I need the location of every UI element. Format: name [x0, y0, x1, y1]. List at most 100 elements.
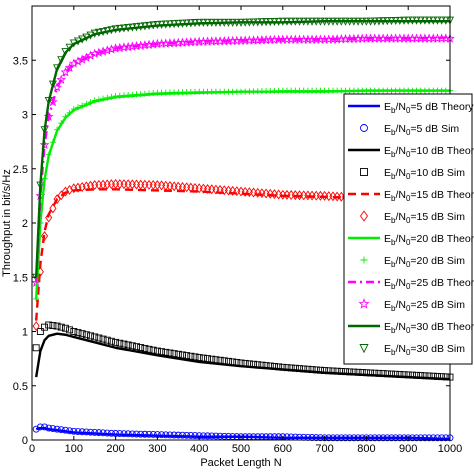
legend-label: Eb/N0=10 dB Theory [384, 145, 474, 159]
data-point [133, 343, 140, 351]
tick-layer: 0 100 200 300 400 500 600 700 800 900 1000 0 0.5 1 1.5… [13, 6, 462, 455]
x-tick-label: 600 [274, 443, 292, 455]
data-point [36, 328, 44, 335]
x-tick-label: 0 [29, 443, 35, 455]
data-point [53, 194, 61, 205]
legend-label: Eb/N0=10 dB Sim [384, 167, 465, 181]
series-line [34, 19, 450, 278]
legend-label: Eb/N0=25 dB Sim [384, 299, 465, 313]
data-point [179, 351, 186, 359]
data-point [91, 333, 99, 341]
x-tick-label: 1000 [438, 443, 462, 455]
legend-marker-swatch [359, 210, 369, 222]
legend-item: Eb/N0=20 dB Sim [360, 255, 465, 269]
x-tick-label: 400 [190, 443, 208, 455]
series-line [34, 36, 451, 283]
data-point [61, 186, 69, 197]
series-line [34, 332, 451, 381]
data-point [195, 354, 203, 361]
data-point [149, 346, 157, 354]
legend-item: Eb/N0=25 dB Theory [348, 277, 474, 291]
data-point [116, 339, 124, 347]
series-6 [34, 89, 450, 300]
y-tick-label: 2 [22, 218, 28, 230]
data-point [128, 342, 136, 350]
series-2 [34, 332, 451, 381]
data-point [41, 323, 48, 331]
data-point [112, 338, 120, 346]
data-point [74, 329, 82, 337]
data-point [170, 350, 178, 358]
x-tick-label: 900 [399, 443, 417, 455]
legend-label: Eb/N0=20 dB Sim [384, 255, 465, 269]
data-point [39, 139, 50, 150]
data-point [106, 44, 117, 54]
data-point [137, 344, 145, 352]
data-point [123, 41, 134, 52]
series-4 [34, 188, 451, 321]
data-point [66, 184, 74, 195]
legend-marker-swatch [360, 124, 368, 132]
legend-item: Eb/N0=30 dB Sim [359, 343, 465, 357]
legend: Eb/N0=5 dB Theory Eb/N0=5 dB Sim Eb/N0=10 … [343, 93, 474, 365]
data-point [187, 352, 195, 360]
data-point [52, 82, 63, 92]
data-point [45, 212, 53, 223]
data-point [70, 328, 78, 335]
legend-marker-swatch [360, 256, 368, 264]
data-point [49, 322, 57, 329]
y-tick-label: 1 [22, 327, 28, 339]
x-tick-label: 500 [232, 443, 250, 455]
data-point [191, 353, 199, 361]
x-tick-label: 300 [148, 443, 166, 455]
data-point [61, 324, 69, 332]
y-tick-label: 3.5 [13, 55, 28, 67]
legend-item: Eb/N0=10 dB Theory [348, 145, 474, 159]
x-tick-label: 200 [106, 443, 124, 455]
data-point [158, 348, 166, 356]
y-tick-label: 0.5 [13, 381, 28, 393]
data-point [107, 337, 115, 345]
series-layer [31, 16, 455, 442]
data-point [78, 330, 86, 338]
data-point [166, 349, 174, 357]
legend-item: Eb/N0=10 dB Sim [360, 167, 465, 181]
data-point [124, 341, 132, 349]
data-point [95, 334, 103, 342]
legend-item: Eb/N0=30 dB Theory [348, 321, 474, 335]
y-tick-label: 2.5 [13, 164, 28, 176]
x-tick-label: 800 [357, 443, 375, 455]
data-point [145, 345, 153, 353]
data-point [45, 321, 53, 329]
y-tick-label: 3 [22, 110, 28, 122]
data-point [120, 340, 128, 348]
series-10 [34, 19, 450, 278]
data-point [135, 40, 146, 50]
y-tick-label: 0 [22, 435, 28, 447]
data-point [82, 331, 90, 339]
legend-label: Eb/N0=5 dB Theory [384, 101, 474, 115]
y-axis-label: Throughput in bit/s/Hz [1, 169, 13, 277]
legend-label: Eb/N0=25 dB Theory [384, 277, 474, 291]
legend-box [343, 93, 473, 365]
series-line [34, 89, 450, 300]
series-0 [35, 426, 451, 441]
data-point [183, 352, 191, 360]
data-point [87, 332, 94, 340]
data-point [49, 203, 57, 214]
legend-label: Eb/N0=15 dB Sim [384, 211, 465, 225]
legend-label: Eb/N0=30 dB Theory [384, 321, 474, 335]
data-point [162, 348, 170, 356]
data-point [66, 326, 74, 334]
series-line [34, 188, 451, 321]
legend-label: Eb/N0=5 dB Sim [384, 123, 459, 137]
legend-marker-swatch [360, 168, 368, 176]
data-point [32, 344, 40, 352]
data-point [153, 347, 161, 355]
data-point [114, 42, 125, 53]
legend-item: Eb/N0=20 dB Theory [348, 233, 474, 247]
legend-label: Eb/N0=20 dB Theory [384, 233, 474, 247]
legend-item: Eb/N0=5 dB Sim [360, 123, 459, 137]
